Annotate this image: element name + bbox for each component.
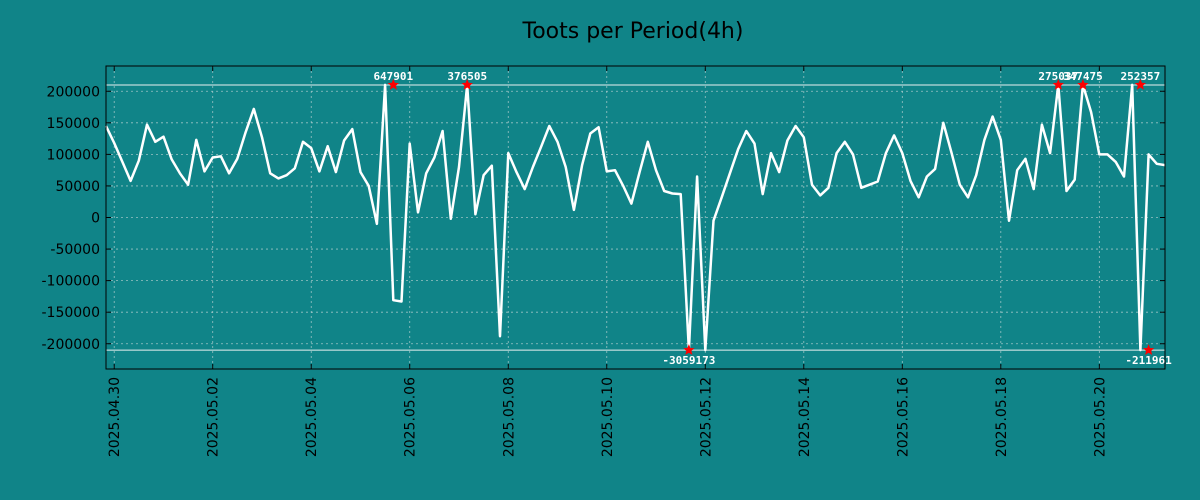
plot-frame bbox=[105, 65, 1166, 370]
y-tick-label: 150000 bbox=[47, 116, 100, 132]
clipped-value-label: 275037 bbox=[1038, 70, 1078, 83]
clipped-value-label: 252357 bbox=[1120, 70, 1160, 83]
x-tick-label: 2025.05.04 bbox=[304, 377, 320, 457]
y-tick-label: -100000 bbox=[42, 274, 101, 290]
clipped-value-label: -3059173 bbox=[662, 354, 715, 367]
clipped-value-marker bbox=[1077, 78, 1089, 90]
clipped-value-marker bbox=[1052, 78, 1064, 90]
clipped-value-marker bbox=[387, 78, 399, 90]
y-tick-label: -200000 bbox=[42, 337, 101, 353]
grid-layer bbox=[106, 66, 1165, 369]
x-tick-label: 2025.05.06 bbox=[403, 377, 419, 457]
y-tick-label: 50000 bbox=[55, 179, 100, 195]
x-tick-label: 2025.05.14 bbox=[797, 377, 813, 457]
x-tick-label: 2025.05.08 bbox=[501, 377, 517, 457]
clipped-value-label: 376505 bbox=[447, 70, 487, 83]
clipped-value-marker bbox=[683, 344, 695, 355]
x-tick-label: 2025.04.30 bbox=[107, 377, 123, 457]
series-layer bbox=[104, 83, 1166, 352]
x-tick-label: 2025.05.02 bbox=[206, 377, 222, 457]
y-axis: 200000 150000 100000 50000 0 -50000 -100000 -15… bbox=[42, 84, 1165, 353]
x-tick-label: 2025.05.18 bbox=[994, 377, 1010, 457]
y-tick-label: 200000 bbox=[47, 84, 100, 100]
x-axis: 2025.04.30 2025.05.02 2025.05.04 2025.05.06… bbox=[107, 66, 1108, 457]
clipped-value-label: -211961 bbox=[1125, 354, 1172, 367]
clipped-value-label: 347475 bbox=[1063, 70, 1103, 83]
x-tick-label: 2025.05.12 bbox=[698, 377, 714, 457]
x-tick-label: 2025.05.20 bbox=[1092, 377, 1108, 457]
x-tick-label: 2025.05.16 bbox=[895, 377, 911, 457]
y-tick-label: 100000 bbox=[47, 147, 100, 163]
toots-series-line bbox=[104, 83, 1166, 352]
clipped-value-marker bbox=[1142, 344, 1155, 355]
chart-title: Toots per Period(4h) bbox=[522, 19, 744, 44]
clipped-value-marker bbox=[461, 78, 473, 90]
y-tick-label: -150000 bbox=[42, 305, 101, 321]
y-tick-label: -50000 bbox=[50, 242, 100, 258]
clipped-value-label: 647901 bbox=[373, 70, 413, 83]
x-tick-label: 2025.05.10 bbox=[600, 377, 616, 457]
y-tick-label: 0 bbox=[91, 211, 100, 227]
clip-lines bbox=[106, 84, 1165, 351]
clipped-value-marker bbox=[1134, 78, 1147, 90]
